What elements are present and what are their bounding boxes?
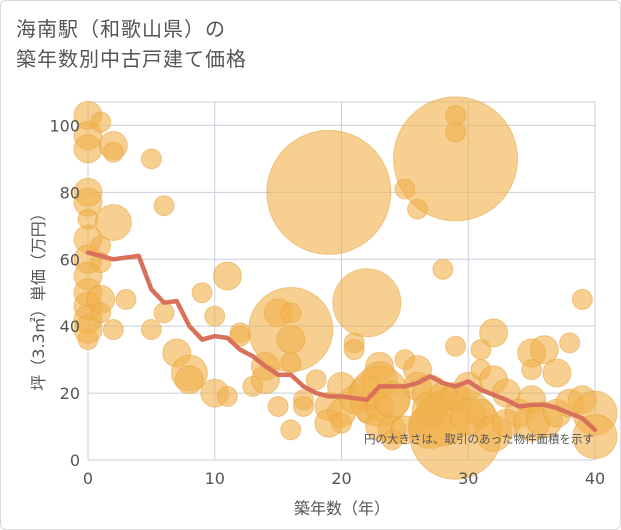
data-bubble bbox=[73, 134, 103, 164]
data-bubble bbox=[542, 358, 572, 388]
data-bubble bbox=[77, 329, 99, 351]
data-bubble bbox=[216, 385, 238, 407]
tick-labels: 0 10 20 30 40 0 20 40 60 80 100 bbox=[49, 116, 605, 488]
data-bubble bbox=[479, 318, 509, 348]
data-bubble bbox=[445, 121, 467, 143]
data-bubble bbox=[521, 359, 543, 381]
data-bubble bbox=[571, 288, 593, 310]
data-bubble bbox=[332, 268, 402, 338]
data-bubble bbox=[153, 195, 175, 217]
y-tick-label: 20 bbox=[60, 384, 80, 403]
data-bubble bbox=[90, 111, 112, 133]
data-bubble bbox=[153, 302, 175, 324]
data-bubble bbox=[280, 352, 302, 374]
y-tick-label: 0 bbox=[70, 451, 80, 470]
x-tick-label: 0 bbox=[83, 469, 93, 488]
y-tick-label: 100 bbox=[49, 116, 80, 135]
data-bubble bbox=[204, 305, 226, 327]
data-bubble bbox=[432, 258, 454, 280]
data-bubble bbox=[292, 395, 314, 417]
average-price-line bbox=[85, 250, 598, 433]
chart-title: 海南駅（和歌山県）の 築年数別中古戸建て価格 bbox=[16, 14, 247, 74]
data-bubble bbox=[94, 203, 132, 241]
data-bubble bbox=[174, 365, 204, 395]
data-bubble bbox=[529, 335, 559, 365]
data-bubble bbox=[140, 148, 162, 170]
trend-layer bbox=[85, 250, 598, 433]
data-bubble bbox=[250, 365, 280, 395]
data-bubble bbox=[267, 395, 289, 417]
data-bubble bbox=[90, 302, 112, 324]
title-line-2: 築年数別中古戸建て価格 bbox=[16, 47, 247, 71]
data-bubble bbox=[115, 288, 137, 310]
data-bubble bbox=[305, 369, 327, 391]
data-bubble bbox=[331, 412, 352, 434]
data-bubble bbox=[102, 319, 124, 341]
x-tick-label: 40 bbox=[585, 469, 605, 488]
y-tick-label: 80 bbox=[60, 183, 80, 202]
data-bubble bbox=[276, 325, 306, 355]
size-note: 円の大きさは、取引のあった物件面積を示す bbox=[364, 432, 594, 446]
y-tick-label: 40 bbox=[60, 317, 80, 336]
data-bubble bbox=[191, 282, 213, 304]
y-axis-label: 坪（3.3㎡）単価（万円） bbox=[29, 205, 48, 390]
data-bubble bbox=[102, 141, 124, 163]
data-bubble bbox=[266, 129, 392, 255]
data-bubble bbox=[212, 261, 242, 291]
data-bubble bbox=[280, 302, 302, 324]
data-bubble bbox=[140, 319, 162, 341]
data-bubble bbox=[393, 96, 519, 222]
data-bubble bbox=[445, 335, 467, 357]
bubble-layer bbox=[73, 96, 618, 480]
x-tick-label: 10 bbox=[205, 469, 225, 488]
x-axis-label: 築年数（年） bbox=[294, 499, 390, 518]
data-bubble bbox=[343, 339, 365, 361]
title-line-1: 海南駅（和歌山県）の bbox=[16, 17, 226, 41]
x-tick-label: 20 bbox=[331, 469, 351, 488]
y-tick-label: 60 bbox=[60, 250, 80, 269]
data-bubble bbox=[559, 332, 581, 354]
data-bubble bbox=[280, 419, 302, 441]
data-bubble bbox=[572, 414, 618, 460]
x-tick-label: 30 bbox=[458, 469, 478, 488]
